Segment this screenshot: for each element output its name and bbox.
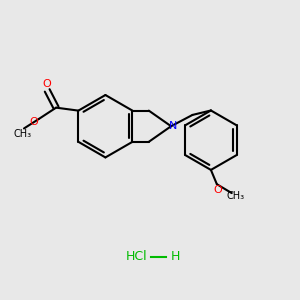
Text: O: O [43, 80, 51, 89]
Text: H: H [171, 250, 180, 263]
Text: N: N [168, 121, 177, 131]
Text: HCl: HCl [126, 250, 147, 263]
Text: CH₃: CH₃ [14, 129, 32, 140]
Text: O: O [213, 185, 222, 195]
Text: CH₃: CH₃ [227, 191, 245, 201]
Text: O: O [30, 117, 38, 127]
